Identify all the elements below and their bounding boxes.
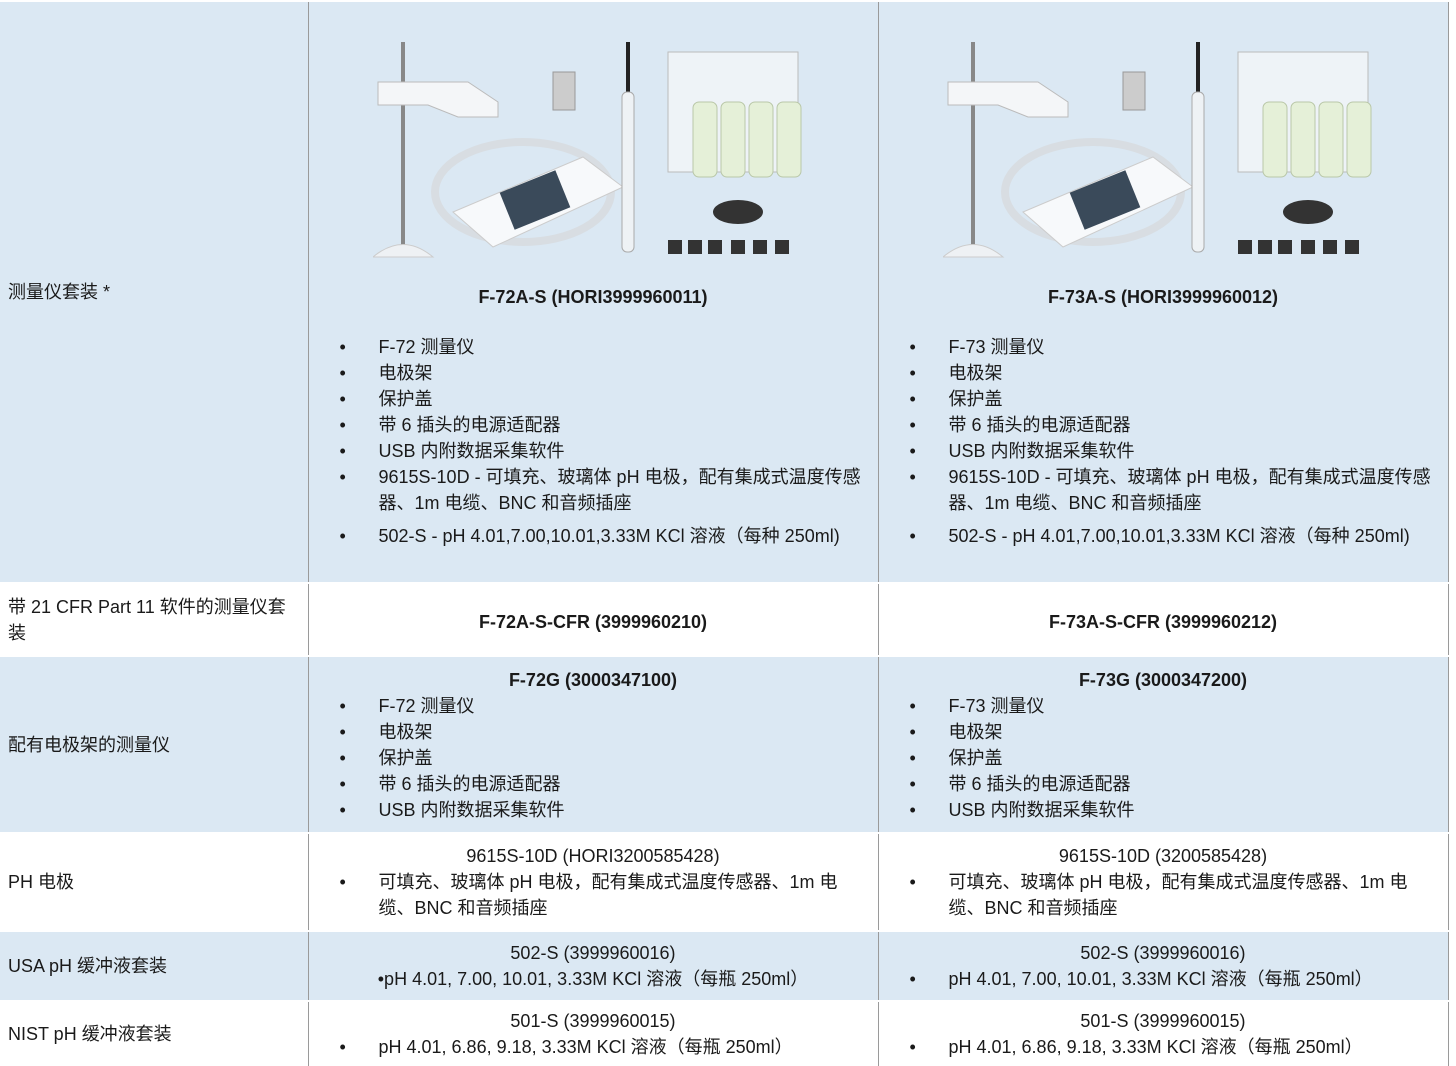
row-label: NIST pH 缓冲液套装 [0, 1000, 309, 1066]
item-list: pH 4.01, 6.86, 9.18, 3.33M KCl 溶液（每瓶 250… [309, 1034, 878, 1060]
list-item: 可填充、玻璃体 pH 电极，配有集成式温度传感器、1m 电缆、BNC 和音频插座 [309, 869, 878, 921]
item-list: 可填充、玻璃体 pH 电极，配有集成式温度传感器、1m 电缆、BNC 和音频插座 [879, 869, 1448, 921]
product-heading: 9615S-10D (HORI3200585428) [466, 846, 720, 866]
product-heading: 501-S (3999960015) [1080, 1011, 1246, 1031]
table-row: USA pH 缓冲液套装 502-S (3999960016) •pH 4.01, … [0, 930, 1449, 1001]
table-row: 配有电极架的测量仪 F-72G (3000347100) F-72 测量仪电极架保护… [0, 655, 1449, 833]
row-label: 带 21 CFR Part 11 软件的测量仪套装 [0, 582, 309, 656]
item-list: F-73 测量仪电极架保护盖带 6 插头的电源适配器USB 内附数据采集软件 [879, 693, 1448, 823]
list-item: 电极架 [309, 360, 878, 386]
product-cell: F-73G (3000347200) F-73 测量仪电极架保护盖带 6 插头的电… [877, 655, 1449, 833]
table-row: 带 21 CFR Part 11 软件的测量仪套装 F-72A-S-CFR (39… [0, 582, 1449, 656]
product-title: F-72A-S-CFR (3999960210) [478, 611, 708, 632]
product-cell: F-73A-S-CFR (3999960212) [877, 582, 1449, 656]
product-cell: 501-S (3999960015) pH 4.01, 6.86, 9.18, 3… [307, 1000, 879, 1066]
product-cell: 502-S (3999960016) pH 4.01, 7.00, 10.01, … [877, 930, 1449, 1001]
product-cell: F-72G (3000347100) F-72 测量仪电极架保护盖带 6 插头的电… [307, 655, 879, 833]
product-image [373, 32, 813, 272]
list-item: F-73 测量仪 [879, 334, 1448, 360]
product-title: F-72A-S (HORI3999960011) [478, 287, 708, 307]
list-item: 电极架 [879, 360, 1448, 386]
product-heading: 502-S (3999960016) [510, 943, 676, 963]
list-item: pH 4.01, 6.86, 9.18, 3.33M KCl 溶液（每瓶 250… [309, 1034, 878, 1060]
product-cell: 9615S-10D (3200585428) 可填充、玻璃体 pH 电极，配有集成… [877, 832, 1449, 931]
list-item: 电极架 [309, 719, 878, 745]
product-cell: 501-S (3999960015) pH 4.01, 6.86, 9.18, 3… [877, 1000, 1449, 1066]
item-list: pH 4.01, 7.00, 10.01, 3.33M KCl 溶液（每瓶 25… [879, 966, 1448, 992]
item-list: F-72 测量仪电极架保护盖带 6 插头的电源适配器USB 内附数据采集软件96… [309, 334, 878, 556]
row-label: PH 电极 [0, 832, 309, 931]
list-item: USB 内附数据采集软件 [309, 797, 878, 823]
item-list: F-72 测量仪电极架保护盖带 6 插头的电源适配器USB 内附数据采集软件 [309, 693, 878, 823]
product-heading: 9615S-10D (3200585428) [1058, 846, 1268, 866]
product-cell: 502-S (3999960016) •pH 4.01, 7.00, 10.01,… [307, 930, 879, 1001]
item-list: pH 4.01, 6.86, 9.18, 3.33M KCl 溶液（每瓶 250… [879, 1034, 1448, 1060]
table-row: NIST pH 缓冲液套装 501-S (3999960015) pH 4.01, … [0, 1000, 1449, 1066]
list-item: USB 内附数据采集软件 [879, 797, 1448, 823]
table-row: 测量仪套装 * F-72A-S (HORI3999960011) F-72 测量仪… [0, 0, 1449, 583]
product-text: •pH 4.01, 7.00, 10.01, 3.33M KCl 溶液（每瓶 2… [377, 969, 809, 989]
product-title: F-73A-S (HORI3999960012) [1047, 287, 1279, 307]
list-item: 502-S - pH 4.01,7.00,10.01,3.33M KCl 溶液（… [309, 516, 878, 556]
list-item: F-73 测量仪 [879, 693, 1448, 719]
product-title: F-72G (3000347100) [508, 669, 678, 690]
list-item: 带 6 插头的电源适配器 [879, 412, 1448, 438]
product-cell: F-72A-S-CFR (3999960210) [307, 582, 879, 656]
product-cell: 9615S-10D (HORI3200585428) 可填充、玻璃体 pH 电极，… [307, 832, 879, 931]
list-item: 带 6 插头的电源适配器 [879, 771, 1448, 797]
row-label: USA pH 缓冲液套装 [0, 930, 309, 1001]
product-cell: F-73A-S (HORI3999960012) F-73 测量仪电极架保护盖带 … [877, 0, 1449, 583]
product-cell: F-72A-S (HORI3999960011) F-72 测量仪电极架保护盖带 … [307, 0, 879, 583]
row-label: 测量仪套装 * [0, 0, 309, 583]
list-item: 保护盖 [879, 745, 1448, 771]
table-row: PH 电极 9615S-10D (HORI3200585428) 可填充、玻璃体 p… [0, 832, 1449, 931]
item-list: 可填充、玻璃体 pH 电极，配有集成式温度传感器、1m 电缆、BNC 和音频插座 [309, 869, 878, 921]
product-title: F-73G (3000347200) [1078, 669, 1248, 690]
product-image [943, 32, 1383, 272]
product-title: F-73A-S-CFR (3999960212) [1048, 611, 1278, 632]
product-heading: 502-S (3999960016) [1080, 943, 1246, 963]
list-item: pH 4.01, 6.86, 9.18, 3.33M KCl 溶液（每瓶 250… [879, 1034, 1448, 1060]
list-item: 保护盖 [309, 745, 878, 771]
list-item: F-72 测量仪 [309, 334, 878, 360]
list-item: 电极架 [879, 719, 1448, 745]
list-item: 带 6 插头的电源适配器 [309, 412, 878, 438]
list-item: 带 6 插头的电源适配器 [309, 771, 878, 797]
list-item: 502-S - pH 4.01,7.00,10.01,3.33M KCl 溶液（… [879, 516, 1448, 556]
list-item: 9615S-10D - 可填充、玻璃体 pH 电极，配有集成式温度传感器、1m … [309, 464, 878, 516]
list-item: 保护盖 [309, 386, 878, 412]
list-item: 保护盖 [879, 386, 1448, 412]
list-item: 9615S-10D - 可填充、玻璃体 pH 电极，配有集成式温度传感器、1m … [879, 464, 1448, 516]
list-item: USB 内附数据采集软件 [309, 438, 878, 464]
item-list: F-73 测量仪电极架保护盖带 6 插头的电源适配器USB 内附数据采集软件96… [879, 334, 1448, 556]
list-item: USB 内附数据采集软件 [879, 438, 1448, 464]
product-heading: 501-S (3999960015) [510, 1011, 676, 1031]
list-item: pH 4.01, 7.00, 10.01, 3.33M KCl 溶液（每瓶 25… [879, 966, 1448, 992]
list-item: F-72 测量仪 [309, 693, 878, 719]
row-label: 配有电极架的测量仪 [0, 655, 309, 833]
list-item: 可填充、玻璃体 pH 电极，配有集成式温度传感器、1m 电缆、BNC 和音频插座 [879, 869, 1448, 921]
